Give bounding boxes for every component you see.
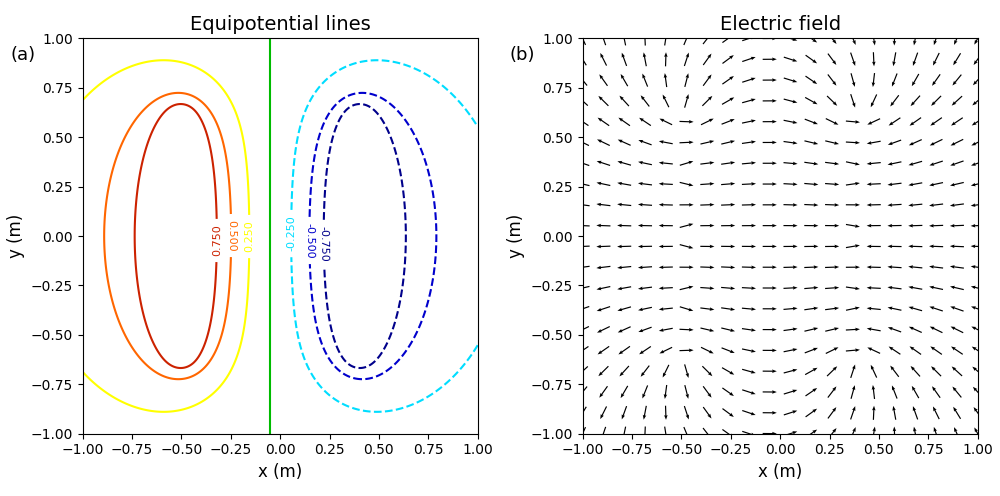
Title: Electric field: Electric field [720,15,841,34]
Text: (a): (a) [10,47,35,64]
Text: -0.750: -0.750 [319,226,329,261]
Text: -0.250: -0.250 [286,216,296,251]
X-axis label: x (m): x (m) [758,463,802,481]
Y-axis label: y (m): y (m) [507,214,525,258]
Text: 0.250: 0.250 [244,221,254,252]
X-axis label: x (m): x (m) [258,463,302,481]
Text: (b): (b) [510,47,535,64]
Text: -0.500: -0.500 [304,223,314,258]
Y-axis label: y (m): y (m) [7,214,25,258]
Text: 0.500: 0.500 [226,220,236,251]
Text: 0.750: 0.750 [212,225,222,256]
Title: Equipotential lines: Equipotential lines [190,15,371,34]
